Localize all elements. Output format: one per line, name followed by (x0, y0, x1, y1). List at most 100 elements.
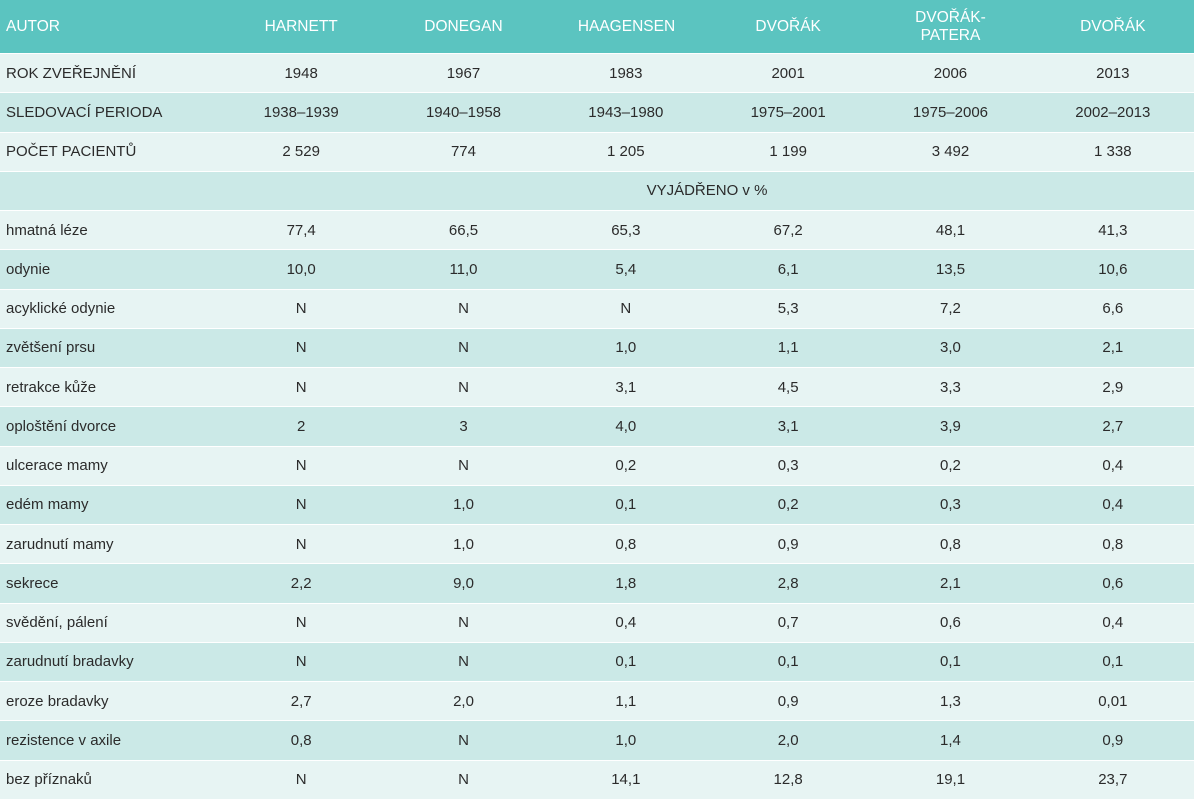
row-label: zvětšení prsu (0, 328, 220, 369)
row-label: bez příznaků (0, 760, 220, 800)
cell: 1 199 (706, 132, 870, 172)
table-row: acyklické odynie N N N 5,3 7,2 6,6 (0, 289, 1194, 329)
header-text: HARNETT (264, 17, 338, 35)
cell: 2013 (1031, 53, 1194, 94)
table-row: sekrece 2,2 9,0 1,8 2,8 2,1 0,6 (0, 563, 1194, 604)
cell: 0,1 (869, 642, 1032, 683)
cell: 1975–2006 (869, 92, 1032, 133)
cell: N (382, 367, 545, 408)
header-text: DVOŘÁK (755, 17, 821, 35)
cell: 6,1 (706, 249, 870, 290)
header-cell: HARNETT (220, 0, 383, 54)
row-label: acyklické odynie (0, 289, 220, 329)
row-label: ulcerace mamy (0, 446, 220, 486)
cell: 0,4 (1031, 485, 1194, 526)
cell: 1,0 (382, 485, 545, 526)
cell: 0,9 (706, 681, 870, 722)
cell: 41,3 (1031, 210, 1194, 251)
row-label: rezistence v axile (0, 720, 220, 761)
cell: 3,0 (869, 328, 1032, 369)
cell: N (220, 524, 383, 565)
cell: N (220, 289, 383, 329)
cell: 1948 (220, 53, 383, 94)
row-label: SLEDOVACÍ PERIODA (0, 92, 220, 133)
cell: N (382, 289, 545, 329)
cell: 4,0 (544, 406, 707, 447)
cell: 3,3 (869, 367, 1032, 408)
cell: 0,7 (706, 603, 870, 643)
cell: 77,4 (220, 210, 383, 251)
row-label: svědění, pálení (0, 603, 220, 643)
cell: 774 (382, 132, 545, 172)
header-cell: DONEGAN (382, 0, 545, 54)
cell: 1983 (544, 53, 707, 94)
cell: 3,1 (706, 406, 870, 447)
cell: 2,9 (1031, 367, 1194, 408)
cell: 1,1 (544, 681, 707, 722)
cell: 10,0 (220, 249, 383, 290)
cell: 2001 (706, 53, 870, 94)
cell: 3,1 (544, 367, 707, 408)
cell: 0,6 (869, 603, 1032, 643)
cell: 67,2 (706, 210, 870, 251)
cell: 48,1 (869, 210, 1032, 251)
header-row: AUTOR HARNETT DONEGAN HAAGENSEN DVOŘÁK DVOŘÁK… (0, 0, 1194, 54)
cell: 23,7 (1031, 760, 1194, 800)
cell: 2,2 (220, 563, 383, 604)
cell: 0,4 (544, 603, 707, 643)
cell: 0,1 (544, 642, 707, 683)
cell: 0,8 (220, 720, 383, 761)
cell: 0,6 (1031, 563, 1194, 604)
row-label: hmatná léze (0, 210, 220, 251)
cell: 65,3 (544, 210, 707, 251)
cell: 2,1 (1031, 328, 1194, 369)
cell: 1,0 (544, 720, 707, 761)
row-label: retrakce kůže (0, 367, 220, 408)
cell: 0,8 (544, 524, 707, 565)
cell: 0,9 (706, 524, 870, 565)
section-label: VYJÁDŘENO v % (220, 171, 1194, 212)
cell: 2,8 (706, 563, 870, 604)
cell: N (382, 642, 545, 683)
cell: 0,3 (706, 446, 870, 486)
cell: N (382, 760, 545, 800)
header-text: AUTOR (6, 17, 60, 35)
cell: 1,0 (544, 328, 707, 369)
cell: N (220, 642, 383, 683)
header-cell: AUTOR (0, 0, 220, 54)
cell: N (382, 720, 545, 761)
table-row: eroze bradavky 2,7 2,0 1,1 0,9 1,3 0,01 (0, 681, 1194, 722)
cell: 7,2 (869, 289, 1032, 329)
cell: 0,2 (706, 485, 870, 526)
cell: 0,1 (706, 642, 870, 683)
cell: 3,9 (869, 406, 1032, 447)
cell: 1,1 (706, 328, 870, 369)
cell: N (544, 289, 707, 329)
cell: 1943–1980 (544, 92, 707, 133)
table-row: zarudnutí mamy N 1,0 0,8 0,9 0,8 0,8 (0, 524, 1194, 565)
cell: 2,1 (869, 563, 1032, 604)
cell: N (382, 603, 545, 643)
header-text: DONEGAN (424, 17, 503, 35)
cell: 14,1 (544, 760, 707, 800)
cell: 3 (382, 406, 545, 447)
cell: 2002–2013 (1031, 92, 1194, 133)
cell: 0,2 (869, 446, 1032, 486)
cell: 1967 (382, 53, 545, 94)
cell: 0,8 (1031, 524, 1194, 565)
cell: 5,3 (706, 289, 870, 329)
cell: 0,2 (544, 446, 707, 486)
cell: 0,4 (1031, 603, 1194, 643)
row-label: sekrece (0, 563, 220, 604)
cell: 4,5 (706, 367, 870, 408)
cell: 3 492 (869, 132, 1032, 172)
cell: 66,5 (382, 210, 545, 251)
table-row: hmatná léze 77,4 66,5 65,3 67,2 48,1 41,3 (0, 210, 1194, 251)
table-row: rezistence v axile 0,8 N 1,0 2,0 1,4 0,9 (0, 720, 1194, 761)
table-row: retrakce kůže N N 3,1 4,5 3,3 2,9 (0, 367, 1194, 408)
cell: N (382, 328, 545, 369)
cell: 1975–2001 (706, 92, 870, 133)
table-row: oploštění dvorce 2 3 4,0 3,1 3,9 2,7 (0, 406, 1194, 447)
cell: 2006 (869, 53, 1032, 94)
cell: 13,5 (869, 249, 1032, 290)
